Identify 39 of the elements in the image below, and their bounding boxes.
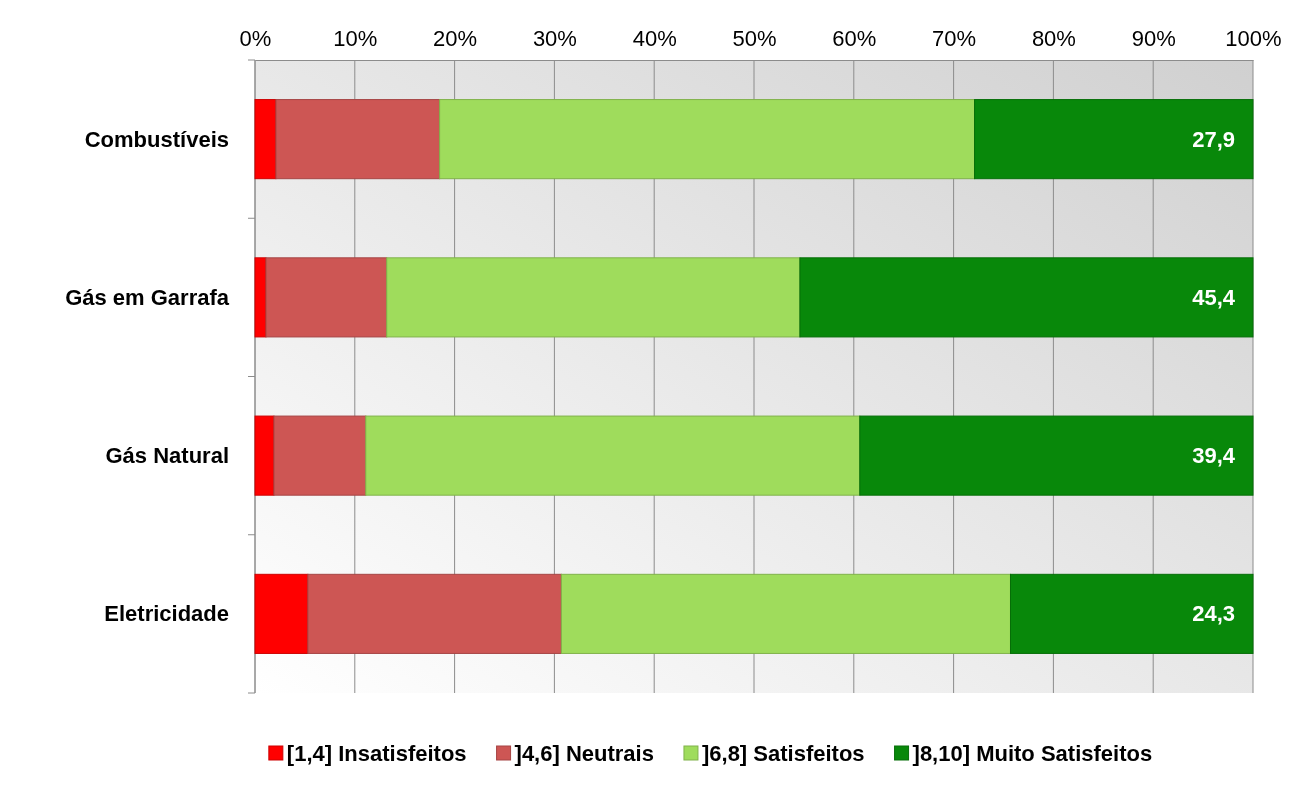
y-tick-label: Combustíveis — [84, 126, 229, 152]
bar — [1009, 573, 1254, 654]
bar — [386, 257, 801, 338]
bar — [275, 99, 441, 180]
data-label: 45,4 — [1192, 284, 1236, 310]
bar — [254, 257, 267, 338]
bar — [439, 99, 976, 180]
bar — [560, 573, 1011, 654]
x-tick-label: 40% — [632, 26, 677, 51]
bar — [974, 99, 1254, 180]
bar — [859, 415, 1254, 496]
legend-label: [1,4] Insatisfeitos — [286, 740, 467, 766]
y-tick-label: Eletricidade — [104, 601, 229, 627]
x-tick-label: 50% — [732, 26, 777, 51]
x-tick-label: 0% — [239, 26, 272, 51]
x-tick-label: 80% — [1031, 26, 1076, 51]
bar — [273, 415, 367, 496]
y-tick-label: Gás Natural — [105, 443, 229, 469]
bar — [254, 415, 275, 496]
y-tick-label: Gás em Garrafa — [65, 284, 230, 310]
legend-label: ]6,8] Satisfeitos — [701, 740, 865, 766]
x-tick-label: 60% — [832, 26, 877, 51]
x-tick-label: 10% — [333, 26, 378, 51]
bar — [307, 573, 562, 654]
bar — [254, 99, 277, 180]
bar — [365, 415, 861, 496]
data-label: 39,4 — [1192, 443, 1236, 469]
bar — [265, 257, 388, 338]
data-label: 24,3 — [1192, 601, 1235, 627]
data-label: 27,9 — [1192, 126, 1235, 152]
x-tick-label: 70% — [932, 26, 977, 51]
bar — [254, 573, 309, 654]
bar — [799, 257, 1254, 338]
x-tick-label: 20% — [433, 26, 478, 51]
x-tick-label: 90% — [1131, 26, 1176, 51]
legend-label: ]8,10] Muito Satisfeitos — [912, 740, 1153, 766]
x-tick-label: 100% — [1225, 26, 1282, 51]
x-tick-label: 30% — [532, 26, 577, 51]
legend-label: ]4,6] Neutrais — [514, 740, 654, 766]
